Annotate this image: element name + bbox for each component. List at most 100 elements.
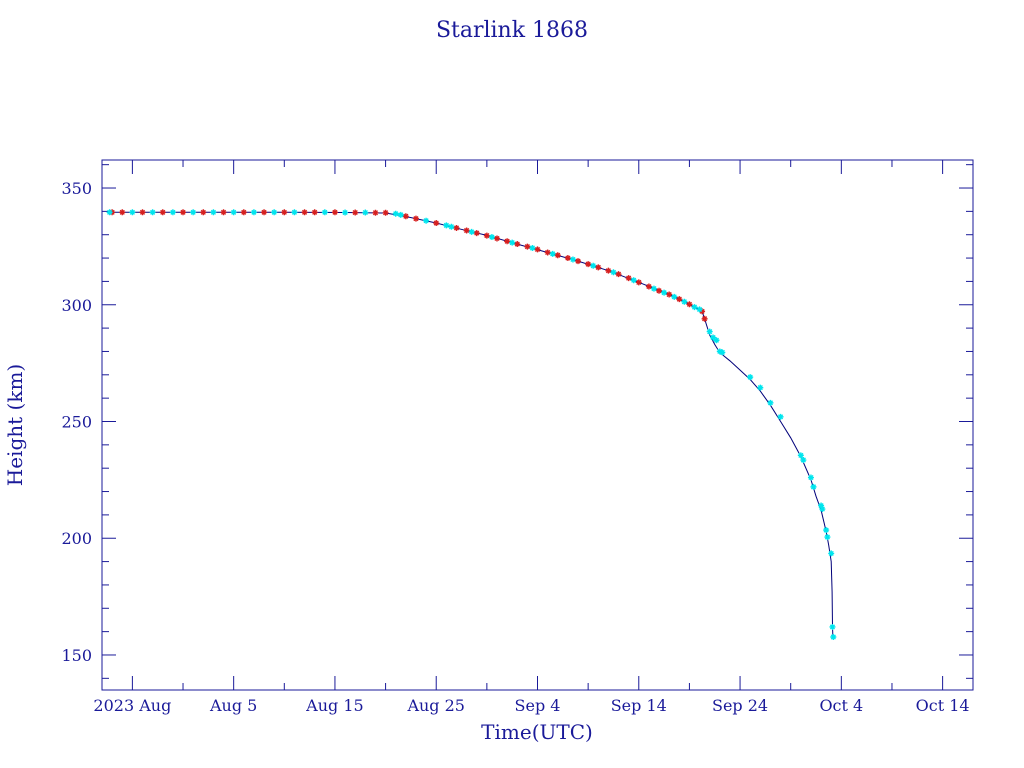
- data-point-red: [220, 209, 227, 216]
- axis-ticks: [102, 160, 973, 690]
- data-point-cyan: [210, 209, 217, 216]
- data-point-red: [261, 209, 268, 216]
- x-tick-label: Aug 25: [406, 696, 465, 715]
- x-axis-label: Time(UTC): [481, 720, 593, 744]
- data-point-cyan: [397, 211, 404, 218]
- data-point-cyan: [590, 262, 597, 269]
- data-point-red: [595, 264, 602, 271]
- data-point-red: [382, 209, 389, 216]
- tick-labels: 150 200 250 300 350 2023 Aug Aug 5 Aug 15 Aug 25…: [61, 179, 969, 715]
- data-point-cyan: [828, 550, 835, 557]
- data-point-red: [301, 209, 308, 216]
- data-point-red: [645, 283, 652, 290]
- data-point-cyan: [443, 222, 450, 229]
- data-point-cyan: [819, 506, 826, 513]
- data-point-cyan: [549, 250, 556, 257]
- data-point-cyan: [392, 210, 399, 217]
- data-point-cyan: [713, 337, 720, 344]
- data-point-red: [635, 279, 642, 286]
- chart-title: Starlink 1868: [436, 18, 588, 43]
- data-point-cyan: [423, 217, 430, 224]
- x-tick-label: Oct 4: [819, 696, 863, 715]
- data-point-cyan: [757, 384, 764, 391]
- plot-frame: [101, 159, 974, 691]
- data-point-red: [534, 246, 541, 253]
- data-point-red: [524, 243, 531, 250]
- data-point-cyan: [706, 328, 713, 335]
- data-point-cyan: [291, 209, 298, 216]
- data-point-red: [412, 215, 419, 222]
- data-point-cyan: [681, 298, 688, 305]
- x-tick-label: Sep 14: [611, 696, 667, 715]
- data-point-cyan: [777, 413, 784, 420]
- data-point-cyan: [807, 474, 814, 481]
- data-point-cyan: [569, 256, 576, 263]
- series-line: [107, 211, 834, 638]
- data-point-red: [666, 291, 673, 298]
- data-point-cyan: [830, 634, 837, 640]
- data-point-cyan: [362, 209, 369, 216]
- data-point-red: [544, 249, 551, 256]
- data-point-red: [554, 252, 561, 259]
- x-tick-label: Sep 4: [515, 696, 561, 715]
- data-point-red: [585, 261, 592, 268]
- data-point-red: [372, 209, 379, 216]
- data-point-red: [463, 227, 470, 234]
- data-point-red: [402, 213, 409, 220]
- data-point-cyan: [190, 209, 197, 216]
- data-point-red: [433, 220, 440, 227]
- data-point-cyan: [767, 399, 774, 406]
- data-point-red: [504, 238, 511, 245]
- data-point-cyan: [106, 209, 113, 216]
- data-point-red: [352, 209, 359, 216]
- data-point-cyan: [448, 223, 455, 230]
- data-point-cyan: [129, 209, 136, 216]
- data-point-red: [453, 224, 460, 231]
- data-point-cyan: [696, 306, 703, 313]
- data-point-cyan: [468, 228, 475, 235]
- data-point-red: [119, 209, 126, 216]
- data-point-red: [240, 209, 247, 216]
- data-point-red: [159, 209, 166, 216]
- data-point-cyan: [716, 348, 723, 355]
- data-point-cyan: [800, 457, 807, 464]
- data-point-red: [180, 209, 187, 216]
- y-tick-label: 250: [61, 412, 92, 431]
- data-point-red: [575, 258, 582, 265]
- x-tick-label: 2023 Aug: [93, 696, 171, 715]
- y-tick-label: 300: [61, 296, 92, 315]
- data-point-cyan: [509, 239, 516, 246]
- data-point-cyan: [710, 334, 717, 341]
- data-point-red: [615, 271, 622, 278]
- data-point-cyan: [691, 304, 698, 311]
- data-point-red: [686, 301, 693, 308]
- data-point-cyan: [823, 527, 830, 534]
- x-tick-label: Sep 24: [712, 696, 768, 715]
- data-point-red: [311, 209, 318, 216]
- data-point-cyan: [719, 349, 726, 356]
- data-point-red: [514, 241, 521, 248]
- x-tick-label: Aug 5: [209, 696, 257, 715]
- data-point-cyan: [321, 209, 328, 216]
- data-point-red: [331, 209, 338, 216]
- data-point-red: [699, 308, 706, 315]
- data-point-cyan: [230, 209, 237, 216]
- data-point-red: [564, 255, 571, 262]
- data-point-red: [483, 232, 490, 239]
- data-point-red: [605, 267, 612, 274]
- data-point-red: [493, 235, 500, 242]
- data-point-cyan: [169, 209, 176, 216]
- data-point-cyan: [747, 374, 754, 381]
- data-point-cyan: [630, 277, 637, 284]
- data-point-cyan: [810, 483, 817, 490]
- data-point-red: [625, 275, 632, 282]
- x-tick-label: Oct 14: [916, 696, 970, 715]
- data-point-cyan: [342, 209, 349, 216]
- y-axis-label: Height (km): [3, 364, 27, 486]
- data-point-red: [139, 209, 146, 216]
- data-point-cyan: [661, 289, 668, 296]
- data-point-red: [473, 230, 480, 237]
- data-point-red: [701, 315, 708, 322]
- data-point-cyan: [250, 209, 257, 216]
